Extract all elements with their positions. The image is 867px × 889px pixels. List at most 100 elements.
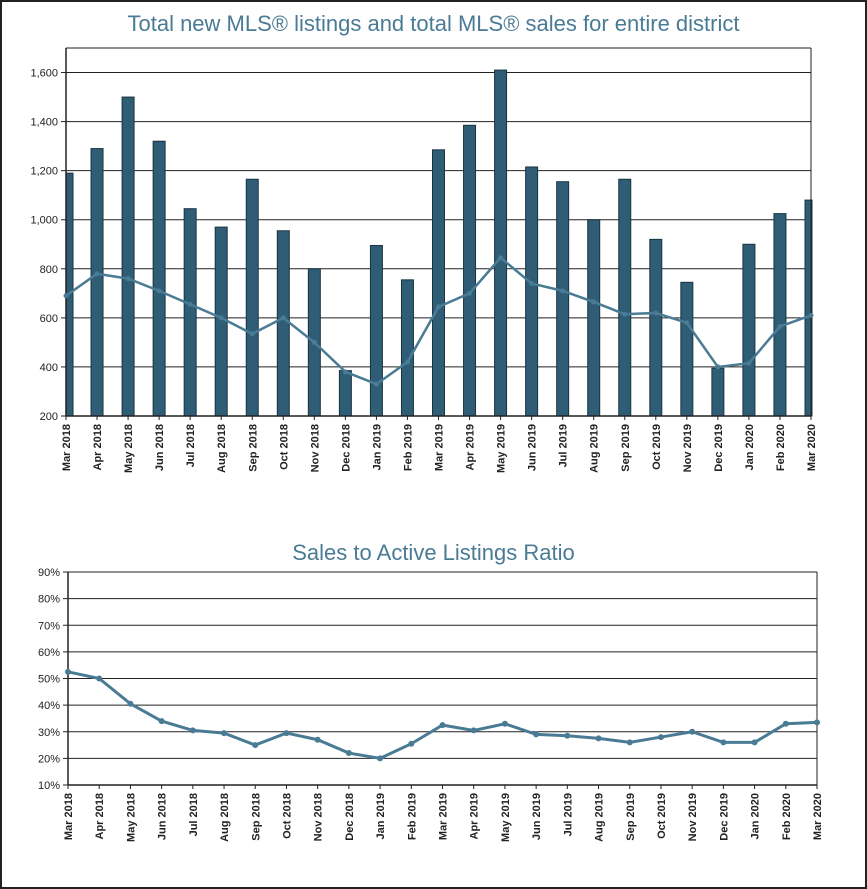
x-tick-label: Apr 2018 <box>92 424 104 470</box>
sales-point <box>311 339 317 345</box>
y-tick-label: 20% <box>38 753 60 765</box>
y-tick-label: 60% <box>38 647 60 659</box>
y-tick-label: 90% <box>38 567 60 579</box>
sales-point <box>187 301 193 307</box>
ratio-point <box>782 720 789 727</box>
x-tick-label: Jun 2018 <box>154 424 166 471</box>
ratio-point <box>533 731 540 738</box>
x-tick-label: Dec 2018 <box>340 424 352 472</box>
x-tick-label: Sep 2019 <box>625 793 637 841</box>
x-tick-label: Jun 2019 <box>531 793 543 840</box>
sales-point <box>560 288 566 294</box>
ratio-point <box>189 727 196 734</box>
ratio-point <box>408 740 415 747</box>
ratio-point <box>439 722 446 729</box>
y-tick-label: 1,000 <box>30 215 58 227</box>
ratio-point <box>470 727 477 734</box>
sales-point <box>156 288 162 294</box>
ratio-point <box>221 730 228 737</box>
x-tick-label: Jun 2019 <box>527 424 539 471</box>
x-tick-label: Apr 2019 <box>465 424 477 470</box>
listings-sales-chart-title: Total new MLS® listings and total MLS® s… <box>127 11 740 36</box>
ratio-point <box>158 718 165 725</box>
ratio-point <box>720 739 727 746</box>
x-tick-label: Dec 2018 <box>344 793 356 841</box>
x-tick-label: Oct 2018 <box>281 793 293 839</box>
x-tick-label: Jul 2019 <box>562 793 574 836</box>
x-tick-label: Feb 2019 <box>406 793 418 840</box>
sales-point <box>467 290 473 296</box>
ratio-point <box>65 668 71 675</box>
y-tick-label: 50% <box>38 674 60 686</box>
ratio-point <box>751 739 758 746</box>
x-tick-label: Nov 2018 <box>309 424 321 472</box>
sales-point <box>436 304 441 310</box>
sales-point <box>498 255 504 261</box>
x-tick-label: Feb 2020 <box>781 793 793 840</box>
ratio-point <box>127 700 134 707</box>
ratio-point <box>595 735 602 742</box>
x-tick-label: Jan 2019 <box>375 793 387 839</box>
ratio-chart-title: Sales to Active Listings Ratio <box>292 540 575 565</box>
x-tick-label: Jul 2018 <box>188 793 200 836</box>
x-tick-label: Mar 2019 <box>434 424 446 471</box>
ratio-point <box>252 742 259 749</box>
sales-point <box>529 281 535 287</box>
y-tick-label: 30% <box>38 727 60 739</box>
x-tick-label: Aug 2019 <box>594 793 606 842</box>
ratio-point <box>814 719 820 726</box>
sales-point <box>94 271 100 277</box>
x-tick-label: Aug 2018 <box>216 424 228 473</box>
sales-point <box>125 276 131 282</box>
x-tick-label: Mar 2018 <box>63 793 75 840</box>
sales-point <box>715 364 721 370</box>
ratio-point <box>564 732 571 739</box>
y-tick-label: 70% <box>38 620 60 632</box>
sales-point <box>404 359 410 365</box>
x-tick-label: Sep 2018 <box>250 793 262 841</box>
x-tick-label: Mar 2020 <box>812 793 824 840</box>
x-tick-label: Sep 2018 <box>247 424 259 472</box>
x-tick-label: Jan 2020 <box>744 424 756 470</box>
x-tick-label: Mar 2020 <box>806 424 818 471</box>
x-tick-label: Oct 2018 <box>278 424 290 470</box>
ratio-point <box>283 730 290 737</box>
y-tick-label: 1,200 <box>30 166 58 178</box>
ratio-point <box>657 734 664 741</box>
x-tick-label: Apr 2018 <box>94 793 106 839</box>
x-tick-label: Dec 2019 <box>713 424 725 472</box>
sales-point <box>218 315 224 321</box>
x-tick-label: Feb 2020 <box>775 424 787 471</box>
sales-point <box>746 360 752 366</box>
y-tick-label: 200 <box>40 411 58 423</box>
x-tick-label: Jul 2018 <box>185 424 197 467</box>
sales-point <box>777 323 783 329</box>
ratio-point <box>377 755 384 762</box>
ratio-point <box>626 739 633 746</box>
sales-point <box>808 312 814 318</box>
sales-point <box>591 299 597 305</box>
sales-point <box>249 331 255 337</box>
x-tick-label: Mar 2018 <box>61 424 73 471</box>
x-tick-label: May 2019 <box>496 424 508 473</box>
x-tick-label: Jan 2019 <box>371 424 383 470</box>
sales-point <box>373 381 379 387</box>
x-tick-label: Nov 2018 <box>313 793 325 841</box>
ratio-line <box>67 670 818 760</box>
x-tick-label: May 2019 <box>500 793 512 842</box>
x-tick-label: Aug 2018 <box>219 793 231 842</box>
y-tick-label: 400 <box>40 362 58 374</box>
x-tick-label: Nov 2019 <box>682 424 694 472</box>
x-tick-label: May 2018 <box>123 424 135 473</box>
x-tick-label: Mar 2019 <box>438 793 450 840</box>
x-tick-label: Oct 2019 <box>651 424 663 470</box>
x-tick-label: Aug 2019 <box>589 424 601 473</box>
ratio-point <box>689 728 696 735</box>
y-tick-label: 10% <box>38 780 60 792</box>
x-tick-label: Jul 2019 <box>558 424 570 467</box>
ratio-point <box>501 720 508 727</box>
x-tick-label: Sep 2019 <box>620 424 632 472</box>
y-tick-label: 800 <box>40 264 58 276</box>
